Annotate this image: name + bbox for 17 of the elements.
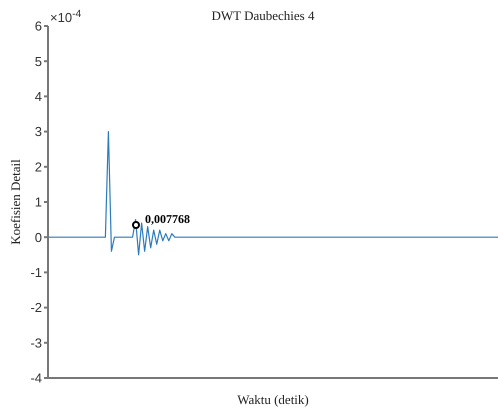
- y-tick-label: 2: [34, 159, 42, 174]
- y-tick-label: -1: [30, 265, 42, 280]
- y-tick-label: 4: [34, 89, 42, 104]
- chart-title: DWT Daubechies 4: [211, 8, 315, 23]
- y-tick-label: -3: [30, 335, 42, 350]
- y-tick-label: 0: [34, 230, 42, 245]
- y-tick-label: 6: [34, 18, 42, 34]
- annotation: 0,007768: [145, 212, 190, 226]
- y-tick-label: 5: [34, 54, 42, 69]
- y-tick-label: 3: [34, 124, 42, 140]
- y-tick-label: -2: [30, 300, 42, 316]
- y-tick-label: 1: [34, 194, 42, 210]
- y-tick-label: -4: [30, 370, 42, 386]
- x-axis-title: Waktu (detik): [237, 392, 309, 407]
- text: ×10$^{-4}$: [50, 8, 82, 25]
- line-series: [47, 131, 498, 256]
- y-axis-title: Koefisien Detail: [8, 158, 23, 245]
